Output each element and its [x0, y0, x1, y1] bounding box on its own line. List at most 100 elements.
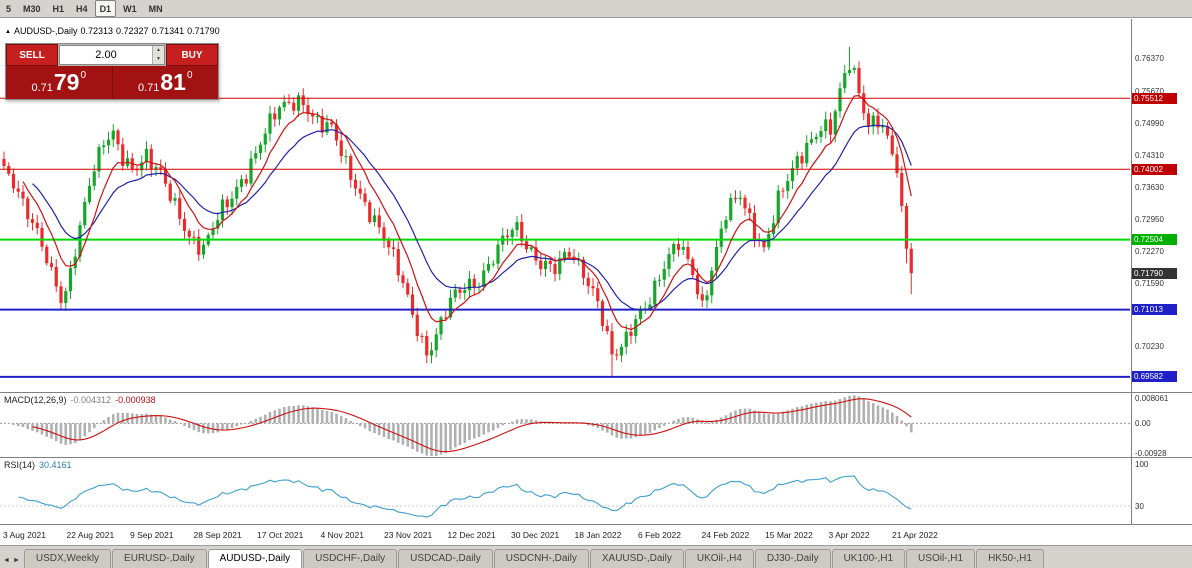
tab-list: USDX,Weekly EURUSD-,Daily AUDUSD-,Daily USD… — [23, 549, 1045, 568]
ohlc-low: 0.71341 — [151, 26, 185, 36]
macd-signal-value: -0.000938 — [115, 395, 156, 405]
macd-axis-label: -0.00928 — [1135, 449, 1167, 459]
date-label: 3 Apr 2022 — [828, 530, 870, 540]
chart-symbol-label: AUDUSD-,Daily — [13, 26, 78, 36]
rsi-name: RSI(14) — [4, 460, 36, 470]
volume-stepper-arrows: ▲ ▼ — [152, 46, 164, 64]
macd-label: MACD(12,26,9) -0.004312 -0.000938 — [4, 395, 156, 405]
rsi-indicator-panel[interactable]: RSI(14) 30.4161 100 30 — [0, 457, 1192, 524]
tab-scroll-buttons: ◄ ► — [0, 557, 24, 568]
price-badge-0.74002: 0.74002 — [1132, 163, 1177, 175]
price-badge-0.69582: 0.69582 — [1132, 371, 1177, 383]
timeframe-button-h1[interactable]: H1 — [52, 3, 65, 14]
rsi-label: RSI(14) 30.4161 — [4, 460, 72, 470]
date-label: 28 Sep 2021 — [193, 530, 242, 540]
macd-main-value: -0.004312 — [70, 395, 112, 405]
date-label: 21 Apr 2022 — [892, 530, 938, 540]
volume-decrease-button[interactable]: ▼ — [153, 55, 164, 64]
chart-tab-usdcad-daily[interactable]: USDCAD-,Daily — [398, 549, 493, 568]
chart-shift-marker-icon: ▲ — [5, 29, 11, 35]
timeframe-toolbar: 5 M30 H1 H4 D1 W1 MN — [0, 0, 1192, 18]
price-badge-0.71790: 0.71790 — [1132, 267, 1177, 279]
price-badge-0.75512: 0.75512 — [1132, 92, 1177, 104]
buy-price-point: 0 — [186, 70, 193, 81]
ohlc-open: 0.72313 — [80, 26, 114, 36]
chart-tab-uk100-h1[interactable]: UK100-,H1 — [831, 549, 906, 568]
buy-price-prefix: 0.71 — [137, 82, 160, 94]
price-tick: 0.70230 — [1135, 342, 1164, 352]
price-axis: 0.76370 0.75670 0.74990 0.74310 0.73630 0.729… — [1131, 19, 1192, 392]
macd-chart-canvas[interactable] — [0, 393, 1130, 457]
rsi-current-value: 30.4161 — [39, 460, 72, 470]
timeframe-button-d1[interactable]: D1 — [94, 0, 117, 17]
chart-ohlc-header: ▲ AUDUSD-,Daily 0.72313 0.72327 0.71341 0.717… — [5, 26, 223, 36]
timeframe-button-h4[interactable]: H4 — [76, 3, 88, 14]
date-label: 23 Nov 2021 — [384, 530, 433, 540]
price-tick: 0.72270 — [1135, 246, 1164, 256]
tab-scroll-right-icon[interactable]: ► — [12, 557, 20, 564]
sell-price-prefix: 0.71 — [31, 82, 53, 94]
ohlc-close: 0.71790 — [187, 26, 220, 36]
macd-indicator-panel[interactable]: MACD(12,26,9) -0.004312 -0.000938 0.008061… — [0, 392, 1192, 459]
timeframe-button-5[interactable]: 5 — [6, 3, 12, 14]
candlestick-chart-canvas[interactable] — [0, 19, 1130, 392]
price-badge-0.72504: 0.72504 — [1132, 234, 1177, 246]
chart-tab-dj30-daily[interactable]: DJ30-,Daily — [754, 549, 831, 568]
volume-value[interactable]: 2.00 — [95, 49, 117, 61]
buy-price-display[interactable]: 0.71 81 0 — [111, 66, 218, 99]
macd-name: MACD(12,26,9) — [4, 395, 67, 405]
rsi-chart-canvas[interactable] — [0, 458, 1130, 524]
price-tick: 0.74990 — [1135, 118, 1164, 128]
chart-tab-ukoil-h4[interactable]: UKOil-,H4 — [684, 549, 754, 568]
sell-price-pips: 79 — [53, 69, 80, 95]
timeframe-button-m30[interactable]: M30 — [23, 3, 41, 14]
price-badge-0.71013: 0.71013 — [1132, 304, 1177, 316]
date-label: 6 Feb 2022 — [638, 530, 682, 540]
chart-tab-eurusd-daily[interactable]: EURUSD-,Daily — [112, 549, 207, 568]
main-price-chart[interactable]: ▲ AUDUSD-,Daily 0.72313 0.72327 0.71341 0.717… — [0, 19, 1192, 392]
date-label: 22 Aug 2021 — [66, 530, 115, 540]
price-tick: 0.74310 — [1135, 150, 1164, 160]
chart-tab-hk50-h1[interactable]: HK50-,H1 — [976, 549, 1044, 568]
date-label: 30 Dec 2021 — [511, 530, 560, 540]
rsi-axis-label: 100 — [1135, 460, 1149, 469]
date-label: 15 Mar 2022 — [765, 530, 813, 540]
date-label: 17 Oct 2021 — [257, 530, 304, 540]
date-label: 12 Dec 2021 — [447, 530, 496, 540]
timeframe-button-w1[interactable]: W1 — [123, 3, 137, 14]
macd-axis-label: 0.00 — [1135, 419, 1151, 429]
macd-axis-label: 0.008061 — [1135, 393, 1169, 403]
chart-tab-usdx-weekly[interactable]: USDX,Weekly — [23, 549, 112, 568]
price-tick: 0.71590 — [1135, 278, 1164, 288]
date-label: 9 Sep 2021 — [130, 530, 174, 540]
tab-scroll-left-icon[interactable]: ◄ — [3, 557, 10, 564]
date-label: 4 Nov 2021 — [320, 530, 364, 540]
price-tick: 0.73630 — [1135, 182, 1164, 192]
chart-tab-usoil-h1[interactable]: USOil-,H1 — [906, 549, 976, 568]
buy-button[interactable]: BUY — [166, 44, 218, 66]
chart-tab-audusd-daily[interactable]: AUDUSD-,Daily — [207, 549, 303, 568]
volume-increase-button[interactable]: ▲ — [153, 46, 164, 55]
chart-tab-usdchf-daily[interactable]: USDCHF-,Daily — [303, 549, 398, 568]
macd-axis: 0.008061 0.00 -0.00928 — [1131, 393, 1192, 459]
date-label: 18 Jan 2022 — [574, 530, 622, 540]
sell-button[interactable]: SELL — [6, 44, 58, 66]
chart-tab-xauusd-daily[interactable]: XAUUSD-,Daily — [589, 549, 684, 568]
date-axis: 3 Aug 2021 22 Aug 2021 9 Sep 2021 28 Sep 20… — [0, 524, 1192, 545]
chart-tab-usdcnh-daily[interactable]: USDCNH-,Daily — [493, 549, 589, 568]
rsi-axis: 100 30 — [1131, 458, 1192, 524]
ohlc-high: 0.72327 — [116, 26, 149, 36]
chart-tab-bar: ◄ ► USDX,Weekly EURUSD-,Daily AUDUSD-,Dail… — [0, 545, 1192, 568]
price-tick: 0.75670 — [1135, 86, 1164, 96]
price-tick: 0.72950 — [1135, 214, 1164, 224]
sell-price-point: 0 — [80, 70, 87, 81]
volume-stepper[interactable]: 2.00 ▲ ▼ — [59, 45, 165, 65]
date-label: 3 Aug 2021 — [3, 530, 47, 540]
timeframe-button-mn[interactable]: MN — [148, 3, 163, 14]
rsi-axis-label: 30 — [1135, 502, 1144, 511]
price-tick: 0.76370 — [1135, 53, 1164, 63]
buy-price-pips: 81 — [160, 69, 186, 95]
sell-price-display[interactable]: 0.71 79 0 — [6, 66, 112, 99]
date-label: 24 Feb 2022 — [701, 530, 750, 540]
one-click-trading-panel: SELL 2.00 ▲ ▼ BUY 0.71 79 0 0.71 81 0 — [5, 43, 219, 100]
